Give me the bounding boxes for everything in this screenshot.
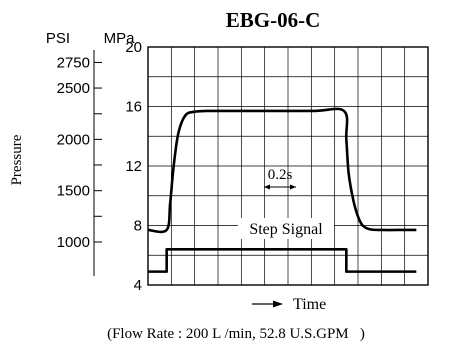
pressure-response-line bbox=[147, 107, 417, 234]
mpa-tick-label: 20 bbox=[125, 39, 142, 56]
plot-frame bbox=[147, 46, 429, 286]
y-axis-label: Pressure bbox=[9, 134, 25, 185]
psi-axis: 1000 1500 2000 2500 2750 bbox=[57, 49, 102, 277]
psi-tick-label: 2000 bbox=[57, 131, 90, 148]
interval-arrow bbox=[264, 184, 296, 190]
time-arrow bbox=[252, 300, 283, 308]
interval-annotation: 0.2s bbox=[268, 167, 293, 183]
annotations: 0.2s Step Signal bbox=[238, 167, 334, 239]
mpa-tick-label: 4 bbox=[134, 277, 142, 294]
step-signal-label: Step Signal bbox=[249, 221, 323, 238]
psi-tick-label: 1000 bbox=[57, 234, 90, 251]
step-label-background bbox=[238, 218, 334, 239]
chart-title: EBG-06-C bbox=[226, 8, 321, 32]
step-signal-line bbox=[148, 248, 417, 273]
mpa-tick-label: 8 bbox=[134, 218, 142, 235]
chart-grid bbox=[147, 46, 429, 286]
x-axis-label: Time bbox=[293, 296, 326, 313]
mpa-tick-label: 16 bbox=[125, 99, 142, 116]
psi-unit-label: PSI bbox=[46, 30, 70, 47]
mpa-tick-labels: 4 8 12 16 20 bbox=[125, 39, 142, 294]
psi-tick-label: 2750 bbox=[57, 54, 90, 71]
series-layer bbox=[147, 107, 417, 273]
mpa-tick-label: 12 bbox=[125, 158, 142, 175]
flow-rate-note: (Flow Rate : 200 L /min, 52.8 U.S.GPM ) bbox=[107, 326, 365, 342]
mpa-unit-label: MPa bbox=[104, 30, 136, 47]
psi-tick-label: 1500 bbox=[57, 183, 90, 200]
psi-tick-label: 2500 bbox=[57, 80, 90, 97]
